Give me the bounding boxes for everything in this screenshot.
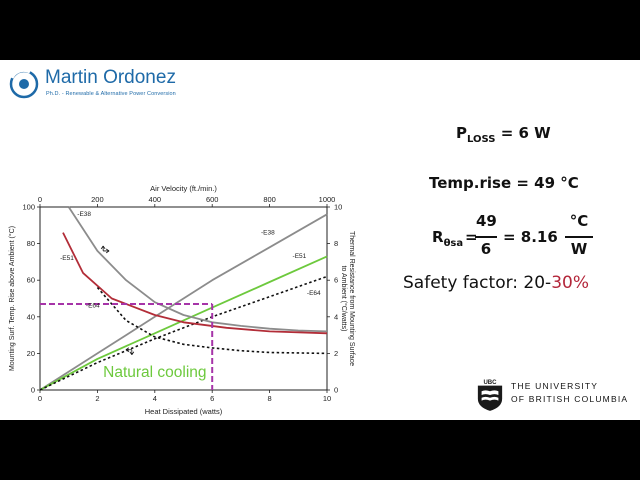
natural-cooling-annotation: Natural cooling bbox=[103, 364, 206, 381]
y-axis-label: Mounting Surf. Temp. Rise above Ambient … bbox=[8, 226, 16, 371]
x-axis-label: Heat Dissipated (watts) bbox=[145, 407, 223, 416]
top-tick-label: 800 bbox=[263, 195, 276, 204]
rtheta-symbol: R bbox=[432, 228, 444, 246]
series-line-2 bbox=[39, 275, 328, 391]
y-tick-label: 40 bbox=[27, 312, 35, 321]
logo-ring-icon bbox=[9, 68, 39, 99]
top-tick-label: 400 bbox=[149, 195, 162, 204]
safety-factor: Safety factor: 20-30% bbox=[403, 273, 589, 293]
curve-label: -E51 bbox=[60, 255, 74, 262]
y-tick-label: 100 bbox=[22, 203, 35, 212]
series-line-1 bbox=[39, 255, 328, 391]
rtheta-result: = 8.16 bbox=[503, 228, 558, 246]
x-tick-label: 0 bbox=[38, 394, 42, 403]
x-tick-label: 10 bbox=[323, 394, 331, 403]
ubc-wordmark: THE UNIVERSITY OF BRITISH COLUMBIA bbox=[511, 380, 628, 406]
ubc-line1: THE UNIVERSITY bbox=[511, 381, 599, 391]
ubc-logo: UBC THE UNIVERSITY OF BRITISH COLUMBIA bbox=[476, 378, 640, 418]
top-axis-label: Air Velocity (ft./min.) bbox=[150, 184, 217, 193]
right-tick-label: 0 bbox=[334, 386, 338, 395]
right-tick-label: 4 bbox=[334, 312, 338, 321]
safety-highlight: 30% bbox=[551, 273, 589, 293]
x-tick-label: 6 bbox=[210, 394, 214, 403]
operating-point-markers bbox=[40, 245, 214, 390]
curve-label: -E38 bbox=[77, 211, 91, 218]
right-tick-label: 6 bbox=[334, 276, 338, 285]
chart-grid bbox=[37, 204, 330, 393]
x-tick-label: 4 bbox=[153, 394, 157, 403]
rtheta-fraction-line bbox=[475, 236, 497, 238]
temprise-label: Temp.rise bbox=[429, 174, 512, 192]
top-tick-label: 600 bbox=[206, 195, 219, 204]
curve-label: -E64 bbox=[86, 303, 100, 310]
ubc-line2: OF BRITISH COLUMBIA bbox=[511, 394, 629, 404]
right-tick-label: 8 bbox=[334, 239, 338, 248]
rtheta-unit-numerator: °C bbox=[569, 212, 589, 230]
curve-label: -E38 bbox=[261, 229, 275, 236]
chart-labels: -E38 -E51 -E64 -E38 -E51 -E64 Natural cooling bbox=[60, 211, 321, 381]
slide: Martin Ordonez Ph.D. - Renewable & Alter… bbox=[0, 60, 640, 420]
rtheta-unit-denominator: W bbox=[570, 240, 588, 258]
temprise-equation: Temp.rise = 49 °C bbox=[429, 174, 579, 192]
chart-series bbox=[39, 206, 328, 391]
y-tick-label: 0 bbox=[31, 386, 35, 395]
ploss-subscript: LOSS bbox=[467, 134, 496, 145]
plot-frame bbox=[39, 206, 328, 391]
logo-name: Martin Ordonez bbox=[45, 67, 176, 88]
right-tick-label: 10 bbox=[334, 203, 342, 212]
y-tick-label: 80 bbox=[27, 239, 35, 248]
rtheta-subscript: θsa bbox=[443, 238, 464, 249]
rtheta-denominator: 6 bbox=[480, 240, 492, 258]
right-tick-label: 2 bbox=[334, 349, 338, 358]
rtheta-numerator: 49 bbox=[476, 212, 497, 230]
curve-label: -E51 bbox=[293, 253, 307, 260]
direction-arrow-icon bbox=[125, 347, 135, 355]
series-line-3 bbox=[67, 206, 328, 333]
top-tick-label: 0 bbox=[38, 195, 42, 204]
rtheta-equation: Rθsa = 49 6 = 8.16 °C W bbox=[432, 212, 602, 264]
ploss-equation: PLOSS = 6 W bbox=[456, 124, 551, 145]
ubc-crest-text: UBC bbox=[483, 380, 497, 386]
x-tick-label: 8 bbox=[268, 394, 272, 403]
series-line-5 bbox=[96, 286, 328, 355]
series-line-0 bbox=[39, 213, 328, 391]
y-tick-label: 60 bbox=[27, 276, 35, 285]
top-tick-label: 1000 bbox=[319, 195, 336, 204]
rtheta-unit-line bbox=[565, 236, 593, 238]
curve-label: -E64 bbox=[307, 290, 321, 297]
direction-arrow-icon bbox=[100, 245, 110, 254]
series-line-4 bbox=[62, 232, 328, 335]
ploss-symbol: P bbox=[456, 124, 467, 142]
ubc-crest-icon: UBC bbox=[477, 380, 503, 411]
logo-tagline: Ph.D. - Renewable & Alternative Power Co… bbox=[46, 91, 176, 97]
ploss-value: = 6 W bbox=[500, 124, 551, 142]
martin-ordonez-logo: Martin Ordonez Ph.D. - Renewable & Alter… bbox=[8, 66, 208, 106]
y-tick-label: 20 bbox=[27, 349, 35, 358]
temprise-value: = 49 °C bbox=[516, 174, 579, 192]
top-tick-label: 200 bbox=[91, 195, 104, 204]
safety-label: Safety factor: 20- bbox=[403, 273, 552, 293]
right-axis-label: Thermal Resistance from Mounting Surface… bbox=[340, 231, 355, 366]
x-tick-label: 2 bbox=[95, 394, 99, 403]
